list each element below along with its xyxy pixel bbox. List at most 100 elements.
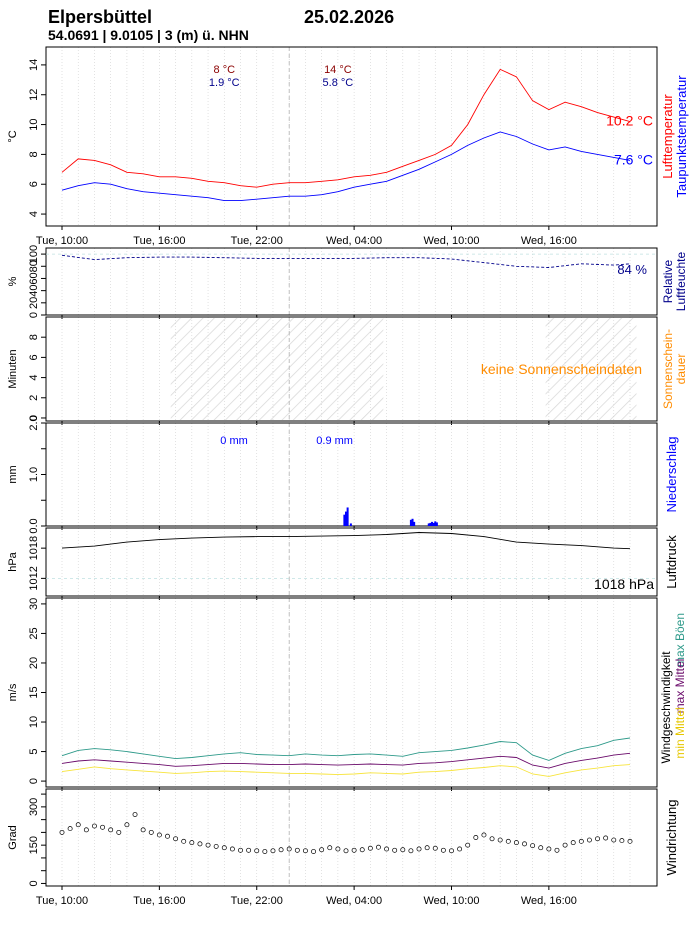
x-tick-label: Tue, 22:00: [231, 235, 283, 247]
precip-bar: [429, 522, 432, 526]
y-tick-label: 8: [28, 151, 40, 157]
direction-point: [392, 847, 398, 853]
direction-point: [189, 840, 195, 846]
panel-precipitation: 0.0 1.0 2.0 mm 0 mm 0.9 mm Niederschlag: [7, 415, 679, 533]
y-tick-label: 1012: [28, 566, 40, 590]
series-line-pressure: [61, 532, 631, 550]
direction-point: [432, 845, 438, 851]
y-axis-label: m/s: [7, 683, 19, 701]
y-tick-label: 2: [28, 395, 40, 401]
series-label: max Mittel: [673, 659, 687, 714]
direction-point: [538, 845, 544, 851]
direction-point: [181, 838, 187, 844]
direction-point: [165, 833, 170, 839]
direction-point: [554, 847, 560, 853]
direction-point: [156, 832, 162, 838]
panel-frame: [45, 316, 658, 422]
direction-point: [400, 847, 406, 853]
series-line-humidity: [61, 254, 631, 268]
direction-point: [570, 840, 576, 846]
direction-point: [578, 838, 584, 844]
y-axis-label: Grad: [7, 825, 19, 849]
direction-point: [384, 846, 390, 852]
direction-point: [270, 848, 276, 854]
series-label: dauer: [674, 354, 688, 385]
series-label: Relative: [661, 260, 675, 304]
panel-frame: [45, 46, 658, 227]
y-tick-label: 20: [28, 657, 40, 669]
series-line-temperature: [61, 68, 631, 188]
annotation-dew: 1.9 °C: [209, 77, 240, 89]
series-label: min Mittel: [673, 707, 687, 758]
direction-point: [262, 849, 268, 854]
x-tick-label: Tue, 16:00: [133, 895, 185, 907]
no-data-message: keine Sonnenscheindaten: [481, 361, 642, 377]
series-line-dewpoint: [61, 131, 631, 202]
y-tick-label: 20: [28, 297, 40, 309]
y-tick-label: 1.0: [28, 467, 40, 482]
direction-point: [546, 846, 552, 852]
y-tick-label: 8: [28, 334, 40, 340]
y-tick-label: 30: [28, 598, 40, 610]
y-axis-label: hPa: [7, 551, 19, 571]
y-tick-label: 0: [28, 312, 40, 318]
y-tick-label: 0: [28, 415, 40, 421]
y-tick-label: 2.0: [28, 415, 40, 430]
direction-point: [351, 847, 357, 853]
panel-frame: [45, 247, 658, 316]
direction-point: [465, 842, 471, 848]
y-axis-label: Minuten: [7, 349, 19, 388]
direction-point: [497, 837, 503, 843]
x-tick-label: Tue, 10:00: [36, 895, 88, 907]
direction-point: [92, 823, 97, 829]
direction-point: [595, 836, 600, 842]
last-value-label: 10.2 °C: [606, 113, 653, 129]
last-value-label: 1018 hPa: [594, 576, 654, 592]
y-tick-label: 300: [28, 798, 40, 816]
direction-point: [367, 845, 373, 851]
series-label: Lufttemperatur: [660, 94, 675, 179]
y-tick-label: 6: [28, 354, 40, 360]
x-tick-label: Tue, 16:00: [133, 235, 185, 247]
direction-point: [562, 842, 568, 848]
direction-point: [530, 843, 536, 849]
y-tick-label: 10: [28, 716, 40, 728]
direction-point: [619, 838, 625, 844]
direction-point: [611, 837, 617, 843]
y-axis-label: %: [7, 276, 19, 286]
precip-total: 0 mm: [220, 435, 248, 447]
direction-point: [627, 838, 633, 844]
panel-wind_direction: 0 150 300 Grad Windrichtung: [7, 788, 679, 890]
y-tick-label: 100: [28, 245, 40, 263]
direction-point: [603, 835, 609, 841]
panel-temperature: 4 6 8 10 12 14 °C 10.2 °C 7.6 °C 8 °C1.9 °C 14 °C5…: [7, 46, 689, 230]
direction-point: [457, 846, 463, 852]
y-tick-label: 6: [28, 181, 40, 187]
series-label: Taupunktstemperatur: [674, 75, 689, 198]
y-tick-label: 1018: [28, 536, 40, 560]
y-tick-label: 12: [28, 89, 40, 101]
precip-bar: [427, 523, 430, 526]
direction-point: [311, 849, 316, 854]
precip-bar: [432, 522, 435, 526]
x-tick-label: Wed, 04:00: [326, 895, 382, 907]
precip-bar: [435, 522, 438, 526]
y-tick-label: 0: [28, 778, 40, 784]
y-tick-label: 4: [28, 211, 40, 217]
night-shading: [545, 318, 637, 420]
precip-bar: [434, 521, 437, 526]
last-value-label: 7.6 °C: [614, 151, 653, 167]
precip-bar: [349, 523, 352, 526]
precip-bar: [343, 514, 346, 526]
y-tick-label: 60: [28, 272, 40, 284]
direction-point: [513, 840, 519, 846]
direction-point: [343, 848, 349, 854]
series-label: Luftfeuchte: [674, 251, 688, 311]
series-line-wind-mean-min: [61, 764, 631, 777]
y-tick-label: 0: [28, 880, 40, 886]
direction-point: [449, 848, 454, 854]
direction-point: [327, 845, 333, 851]
panel-pressure: 1012 1018 hPa 1018 hPa Luftdruck: [7, 527, 679, 600]
y-axis-label: °C: [7, 130, 19, 142]
